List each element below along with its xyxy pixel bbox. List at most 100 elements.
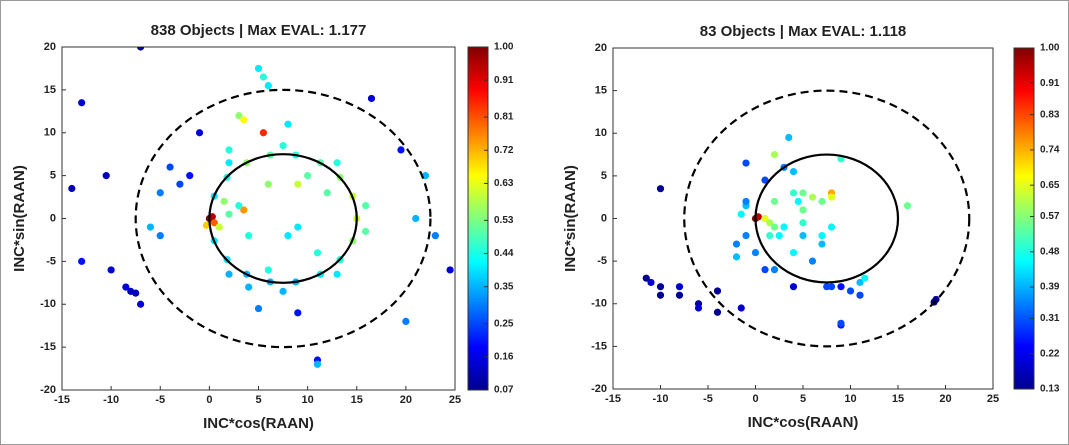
colorbar bbox=[467, 46, 489, 391]
y-tick-label: 20 bbox=[44, 41, 56, 53]
data-point bbox=[675, 283, 684, 291]
data-point bbox=[675, 291, 684, 299]
data-point bbox=[294, 180, 302, 188]
data-point bbox=[78, 257, 86, 265]
data-point bbox=[202, 221, 211, 229]
data-point bbox=[694, 304, 703, 312]
data-point bbox=[313, 360, 322, 368]
colorbar-tick-label: 0.22 bbox=[1040, 348, 1060, 359]
plot-area bbox=[61, 46, 456, 391]
data-point bbox=[186, 172, 194, 180]
data-point bbox=[264, 81, 272, 90]
y-tick-label: -15 bbox=[591, 340, 607, 352]
data-point bbox=[264, 180, 272, 188]
x-axis-label: INC*cos(RAAN) bbox=[203, 415, 314, 432]
data-point bbox=[235, 202, 243, 210]
data-point bbox=[323, 189, 331, 197]
data-point bbox=[361, 227, 370, 235]
y-tick-label: 0 bbox=[601, 212, 607, 224]
data-point bbox=[279, 142, 287, 150]
data-point bbox=[903, 202, 912, 210]
plot-area bbox=[612, 47, 994, 390]
data-point bbox=[240, 116, 248, 124]
data-point bbox=[713, 287, 722, 295]
data-point bbox=[742, 197, 750, 206]
data-point bbox=[799, 231, 807, 240]
y-tick-label: -5 bbox=[597, 255, 607, 267]
y-tick-label: 5 bbox=[601, 170, 607, 182]
data-point bbox=[856, 278, 864, 287]
data-point bbox=[225, 159, 233, 167]
data-point bbox=[235, 112, 243, 120]
chart-title: 83 Objects | Max EVAL: 1.118 bbox=[700, 23, 907, 40]
reference-circle bbox=[754, 153, 900, 284]
colorbar-tick-label: 0.35 bbox=[494, 281, 514, 292]
data-point bbox=[446, 266, 454, 274]
y-tick-label: 0 bbox=[50, 212, 56, 224]
colorbar-tick-label: 0.81 bbox=[494, 112, 514, 123]
colorbar-tick-label: 0.07 bbox=[494, 385, 514, 396]
y-tick-label: -20 bbox=[40, 384, 56, 396]
data-point bbox=[176, 180, 184, 188]
data-point bbox=[647, 278, 655, 287]
data-point bbox=[770, 223, 779, 231]
colorbar-tick-label: 0.13 bbox=[1040, 384, 1060, 395]
data-point bbox=[333, 270, 341, 278]
data-point bbox=[732, 240, 741, 248]
data-point bbox=[656, 291, 665, 299]
colorbar-tick-label: 0.63 bbox=[494, 178, 514, 189]
data-point bbox=[827, 283, 836, 291]
data-point bbox=[102, 172, 110, 180]
colorbar-tick-label: 0.65 bbox=[1040, 180, 1060, 191]
colorbar-tick-label: 0.16 bbox=[494, 351, 514, 362]
x-tick-label: 20 bbox=[939, 393, 951, 405]
data-point bbox=[818, 231, 826, 240]
data-point bbox=[361, 202, 370, 210]
y-tick-label: -10 bbox=[591, 298, 607, 310]
reference-circle bbox=[134, 88, 432, 349]
data-point bbox=[837, 283, 845, 291]
data-point bbox=[279, 287, 287, 295]
data-point bbox=[146, 223, 155, 231]
x-tick-label: 25 bbox=[449, 394, 461, 406]
colorbar-tick-label: 1.00 bbox=[1040, 43, 1060, 54]
data-point bbox=[656, 283, 665, 291]
x-tick-label: 0 bbox=[752, 393, 758, 405]
colorbar bbox=[1013, 47, 1035, 390]
y-tick-label: 15 bbox=[595, 85, 607, 97]
y-tick-label: 15 bbox=[44, 84, 56, 96]
data-point bbox=[313, 249, 322, 257]
x-tick-label: -15 bbox=[605, 393, 621, 405]
colorbar-tick-label: 0.83 bbox=[1040, 109, 1060, 120]
x-tick-label: 25 bbox=[987, 393, 999, 405]
data-point bbox=[846, 287, 855, 295]
data-point bbox=[259, 129, 268, 137]
data-point bbox=[732, 253, 741, 261]
y-tick-label: -5 bbox=[46, 255, 56, 267]
data-point bbox=[742, 231, 750, 240]
colorbar-tick-label: 0.44 bbox=[494, 248, 514, 259]
data-point bbox=[775, 231, 783, 240]
y-tick-label: 10 bbox=[44, 127, 56, 139]
data-point bbox=[761, 214, 769, 223]
y-tick-label: 5 bbox=[50, 170, 56, 182]
x-tick-label: 10 bbox=[844, 393, 856, 405]
data-point bbox=[827, 223, 836, 231]
data-point bbox=[284, 232, 292, 240]
data-point bbox=[818, 197, 826, 206]
data-point bbox=[642, 274, 650, 282]
colorbar-tick-label: 0.31 bbox=[1040, 313, 1060, 324]
data-point bbox=[264, 266, 272, 274]
x-tick-label: -5 bbox=[703, 393, 713, 405]
y-axis-label: INC*sin(RAAN) bbox=[11, 165, 28, 272]
data-point bbox=[259, 73, 268, 81]
data-point bbox=[789, 283, 798, 291]
x-tick-label: -15 bbox=[54, 394, 70, 406]
data-point bbox=[837, 319, 845, 327]
colorbar-tick-label: 0.91 bbox=[494, 75, 514, 86]
y-tick-label: -20 bbox=[591, 383, 607, 395]
data-point bbox=[333, 159, 341, 167]
x-tick-label: 0 bbox=[206, 394, 212, 406]
data-point bbox=[195, 129, 204, 137]
